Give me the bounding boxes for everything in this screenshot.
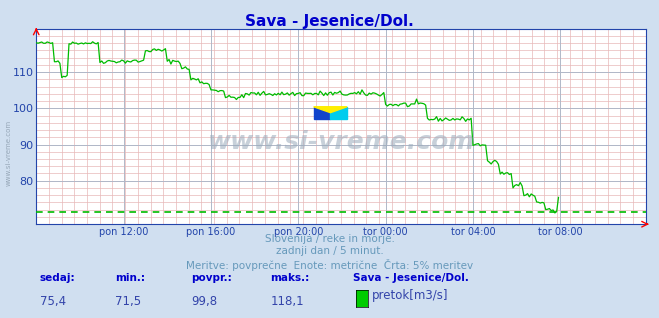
Text: Meritve: povprečne  Enote: metrične  Črta: 5% meritev: Meritve: povprečne Enote: metrične Črta:… <box>186 259 473 271</box>
Text: Slovenija / reke in morje.: Slovenija / reke in morje. <box>264 234 395 244</box>
Text: maks.:: maks.: <box>270 273 310 283</box>
Polygon shape <box>314 107 347 113</box>
Text: 75,4: 75,4 <box>40 295 66 308</box>
Text: Sava - Jesenice/Dol.: Sava - Jesenice/Dol. <box>245 14 414 29</box>
Text: sedaj:: sedaj: <box>40 273 75 283</box>
Bar <box>314 107 330 119</box>
Text: povpr.:: povpr.: <box>191 273 232 283</box>
Text: 71,5: 71,5 <box>115 295 142 308</box>
Text: 118,1: 118,1 <box>270 295 304 308</box>
Bar <box>330 107 347 119</box>
Text: pretok[m3/s]: pretok[m3/s] <box>372 289 449 302</box>
Text: Sava - Jesenice/Dol.: Sava - Jesenice/Dol. <box>353 273 469 283</box>
Text: zadnji dan / 5 minut.: zadnji dan / 5 minut. <box>275 246 384 256</box>
Text: min.:: min.: <box>115 273 146 283</box>
Text: www.si-vreme.com: www.si-vreme.com <box>208 130 474 154</box>
Text: 99,8: 99,8 <box>191 295 217 308</box>
Text: www.si-vreme.com: www.si-vreme.com <box>5 120 11 186</box>
